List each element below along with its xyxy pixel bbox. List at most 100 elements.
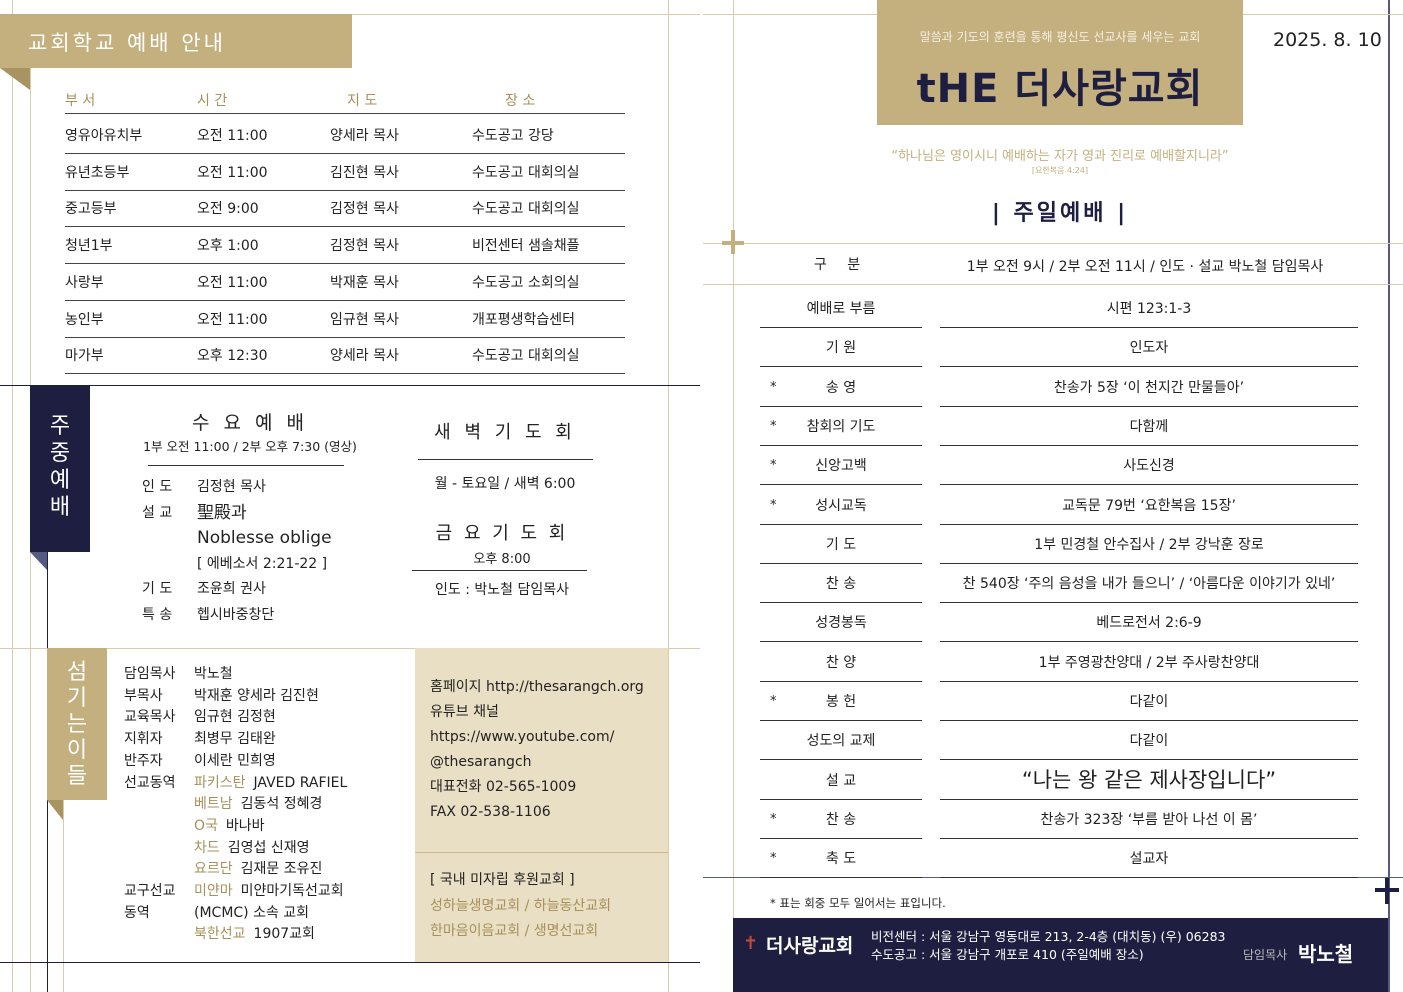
divider	[412, 570, 587, 571]
order-label: 참회의 기도	[760, 416, 922, 446]
col-header: 장 소	[505, 93, 536, 109]
staff-names: 최병무 김태완	[194, 731, 276, 748]
order-row: 찬 양 1부 주영광찬양대 / 2부 주사랑찬양대	[760, 643, 1358, 682]
staff-label: 동역	[124, 904, 150, 921]
dawn-time: 월 - 토요일 / 새벽 6:00	[434, 476, 576, 492]
staff-label	[124, 859, 194, 881]
ribbon-fold	[30, 552, 47, 570]
tab-char: 이	[66, 738, 88, 763]
scripture: [ 에베소서 2:21-22 ]	[197, 555, 328, 572]
order-row: * 찬 송 찬송가 323장 ‘부름 받아 나선 이 몸’	[760, 800, 1358, 839]
standing-mark: *	[770, 379, 777, 395]
bulletin-date: 2025. 8. 10	[1273, 29, 1382, 51]
table-cell: 김정현 목사	[330, 238, 399, 255]
support-title: [ 국내 미자립 후원교회 ]	[430, 872, 575, 888]
staff-label: 교구선교	[124, 883, 176, 900]
staff-names: 임규현 김정현	[194, 709, 276, 726]
cross-ornament	[1385, 878, 1389, 904]
fri-leader: 인도 : 박노철 담임목사	[435, 582, 569, 598]
tab-char: 예	[49, 468, 71, 493]
label: 기 도	[142, 581, 173, 597]
standing-mark: *	[770, 458, 777, 474]
table-cell: 수도공고 대회의실	[472, 164, 580, 181]
table-row: 농인부 오전 11:00 임규현 목사 개포평생학습센터	[65, 301, 625, 338]
staff-label	[124, 794, 194, 816]
staff-list: 담임목사 박노철 부목사 박재훈 양세라 김진현 교육목사 임규현 김정현 지휘자 최병무 김…	[124, 664, 347, 946]
ribbon-fold	[47, 800, 63, 820]
order-value: 설교자	[940, 848, 1358, 879]
frame-line	[0, 648, 700, 649]
frame-line	[0, 385, 700, 386]
contact-info: 홈페이지 http://thesarangch.org 유튜브 채널 https:/…	[430, 675, 644, 825]
verse: “하나님은 영이시니 예배하는 자가 영과 진리로 예배할지니라”	[891, 149, 1229, 164]
staff-row: 요르단 김재문 조유진	[124, 859, 347, 881]
divider	[415, 852, 668, 853]
staff-names: 바나바	[225, 817, 265, 834]
tab-char: 섬	[66, 660, 88, 685]
staff-names: 김동석 정혜경	[240, 796, 323, 813]
order-value: 찬 540장 ‘주의 음성을 내가 들으니’ / ‘아름다운 이야기가 있네’	[940, 573, 1358, 604]
staff-row: 교구선교 미얀마 미얀마기독선교회	[124, 881, 347, 903]
mission-country: 북한선교	[194, 926, 246, 943]
table-cell: 개포평생학습센터	[472, 311, 576, 328]
frame-line	[63, 648, 64, 992]
staff-row: 동역 (MCMC) 소속 교회	[124, 903, 347, 925]
frame-line	[1388, 0, 1390, 992]
tab-char: 주	[49, 414, 71, 439]
order-label: 송 영	[760, 377, 922, 407]
table-cell: 오전 11:00	[197, 164, 268, 181]
mission-country: 요르단	[194, 861, 233, 878]
table-cell: 오전 9:00	[197, 201, 259, 218]
table-cell: 유년초등부	[65, 164, 130, 181]
table-cell: 수도공고 대회의실	[472, 348, 580, 365]
order-label: 성도의 교제	[760, 730, 922, 761]
table-cell: 김정현 목사	[330, 201, 399, 218]
wed-time: 1부 오전 11:00 / 2부 오후 7:30 (영상)	[143, 439, 357, 454]
table-cell: 양세라 목사	[330, 348, 399, 365]
cross-ornament	[731, 230, 735, 254]
label: 특 송	[142, 606, 173, 623]
staff-names: 김재문 조유진	[240, 861, 323, 878]
order-value: 베드로전서 2:6-9	[940, 612, 1358, 643]
frame-line	[703, 243, 1403, 244]
ribbon-fold	[0, 68, 30, 90]
label: 설 교	[142, 504, 173, 521]
staff-row: 반주자 이세란 민희영	[124, 751, 347, 773]
label: 인 도	[142, 479, 173, 495]
standing-mark: *	[770, 851, 777, 867]
standing-mark: *	[770, 418, 777, 434]
pastor-label: 담임목사	[1243, 948, 1288, 962]
order-row: * 봉 헌 다같이	[760, 682, 1358, 721]
order-row: * 신앙고백 사도신경	[760, 446, 1358, 486]
motto: 말씀과 기도의 훈련을 통해 평신도 선교사를 세우는 교회	[919, 30, 1201, 44]
service-title: | 주일예배 |	[991, 201, 1129, 226]
table-row: 유년초등부 오전 11:00 김진현 목사 수도공고 대회의실	[65, 154, 625, 191]
tab-char: 중	[49, 441, 71, 466]
order-row: 기 원 인도자	[760, 328, 1358, 368]
table-cell: 박재훈 목사	[330, 274, 399, 291]
contact-box	[415, 648, 668, 962]
divider	[418, 459, 593, 460]
standing-mark: *	[770, 811, 777, 827]
wed-details: 인 도 김정현 목사 설 교 聖殿과 Noblesse oblige [ 에베소서 …	[142, 475, 332, 628]
staff-label: 담임목사	[124, 666, 176, 682]
order-label: 성시교독	[760, 495, 922, 525]
order-row: * 성시교독 교독문 79번 ‘요한복음 15장’	[760, 486, 1358, 525]
tab-char: 배	[49, 495, 71, 520]
contact-line: @thesarangch	[430, 754, 532, 770]
order-row: 예배로 부름 시편 123:1-3	[760, 289, 1358, 328]
staff-label: 선교동역	[124, 774, 176, 791]
order-label: 기 원	[760, 337, 922, 368]
mission-country: 파키스탄	[194, 774, 246, 791]
footer: ✝ 더사랑교회 비전센터 : 서울 강남구 영동대로 213, 2-4층 (대치…	[733, 918, 1388, 992]
order-row: 찬 송 찬 540장 ‘주의 음성을 내가 들으니’ / ‘아름다운 이야기가 있…	[760, 564, 1358, 604]
mission-country: 차드	[194, 839, 220, 856]
contact-line: https://www.youtube.com/	[430, 729, 615, 745]
order-label: 찬 송	[760, 573, 922, 604]
staff-label: 지휘자	[124, 731, 163, 748]
order-row: 성경봉독 베드로전서 2:6-9	[760, 603, 1358, 643]
dawn-title: 새 벽 기 도 회	[434, 422, 576, 443]
staff-label	[124, 816, 194, 838]
table-cell: 사랑부	[65, 274, 104, 291]
